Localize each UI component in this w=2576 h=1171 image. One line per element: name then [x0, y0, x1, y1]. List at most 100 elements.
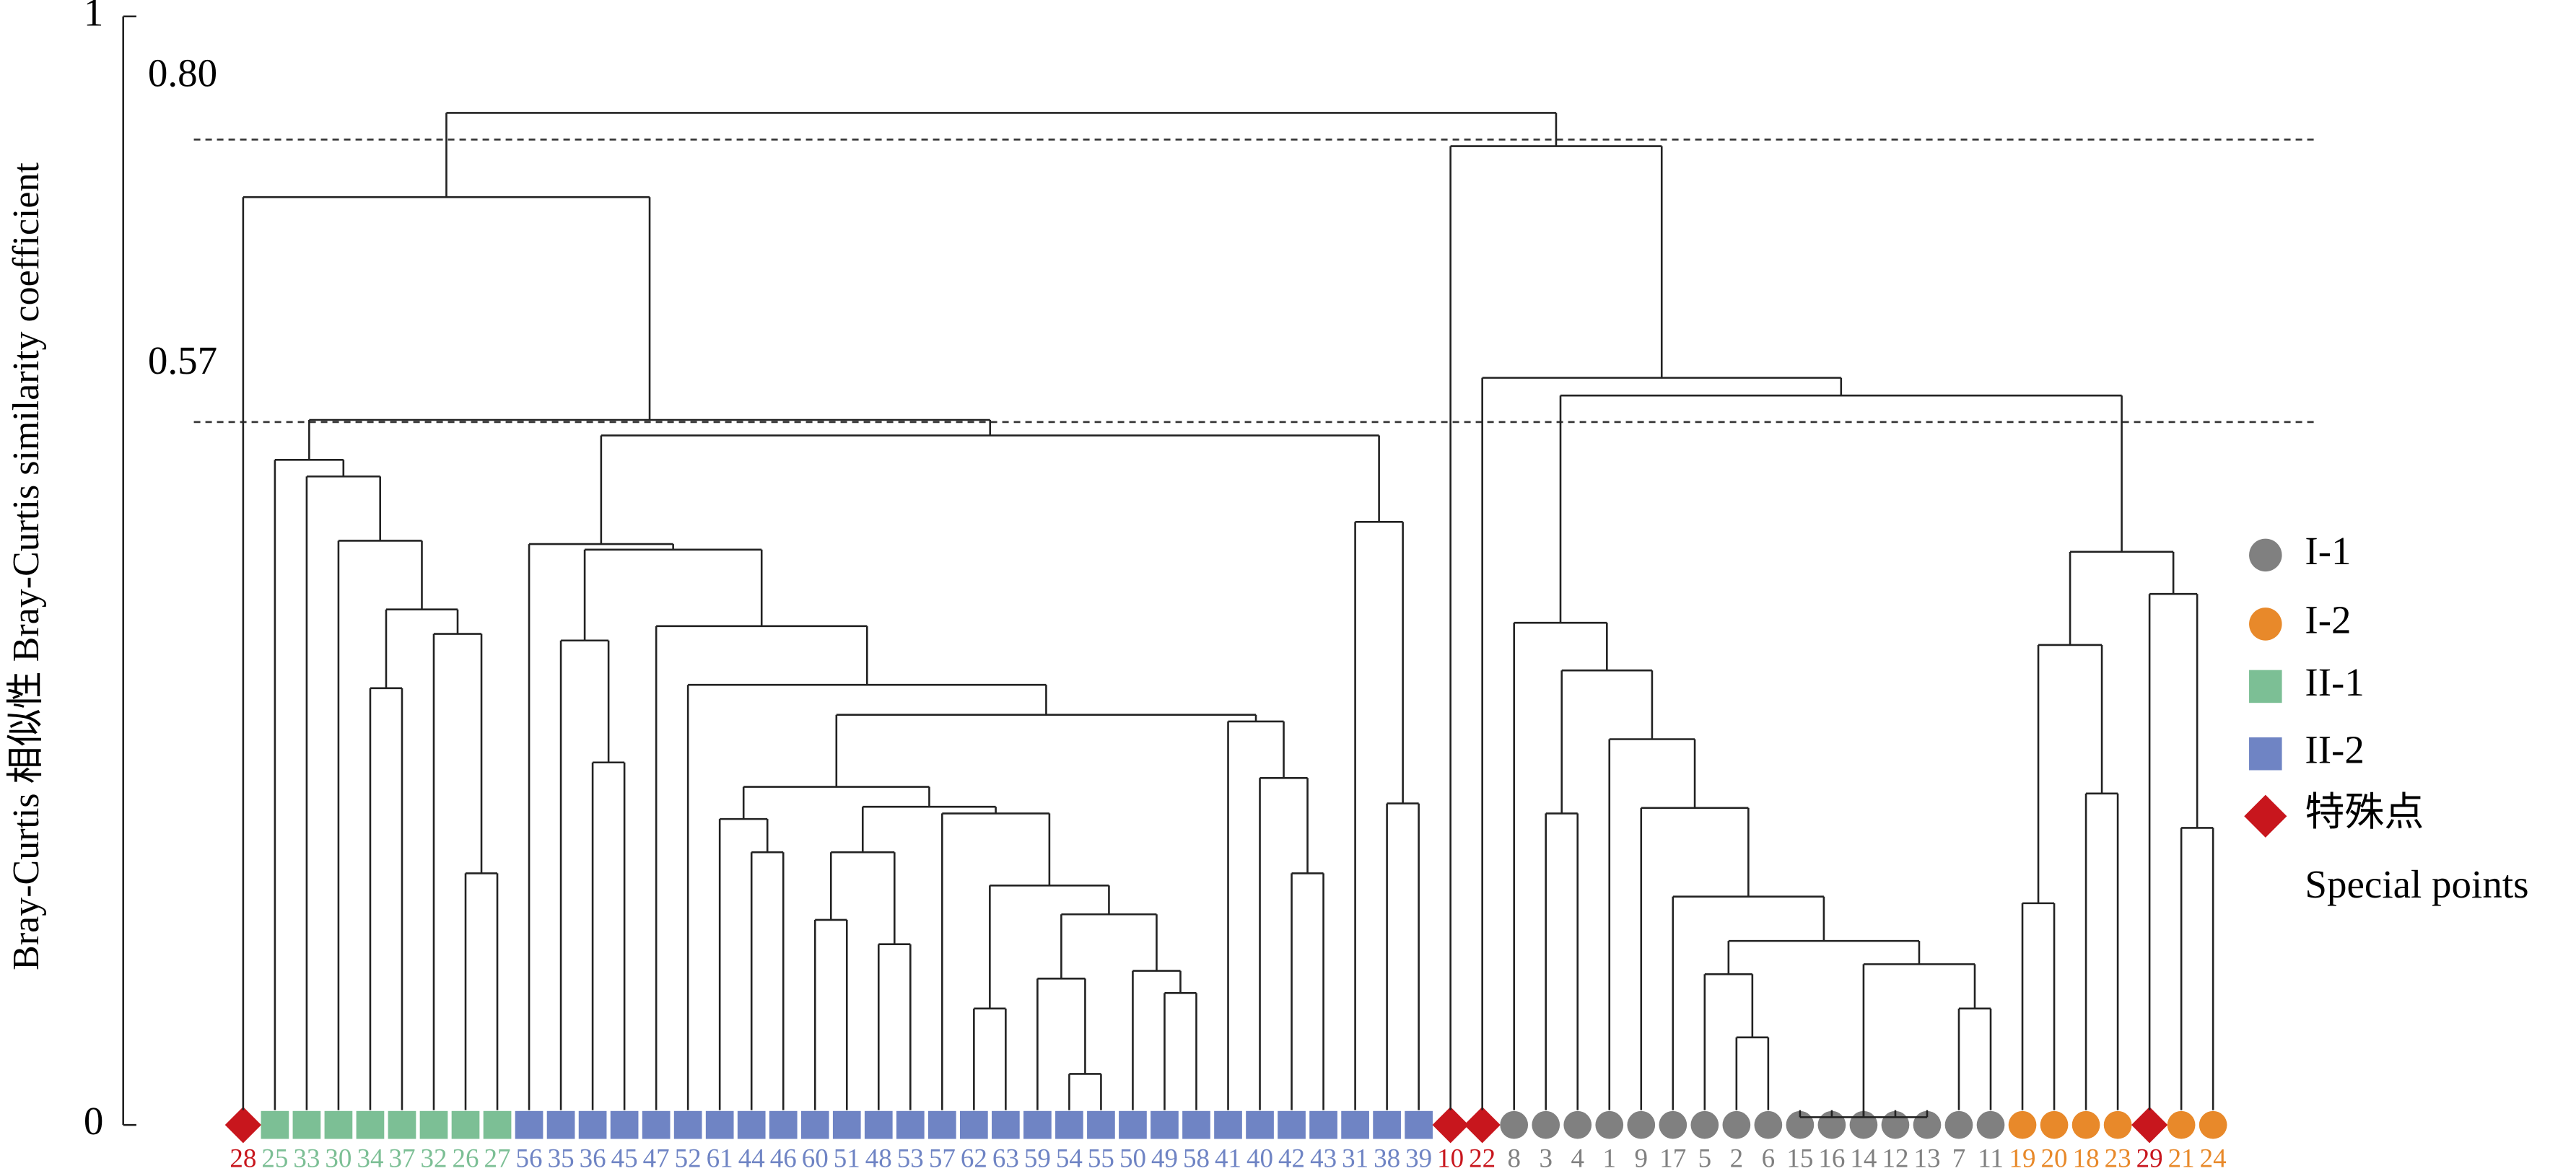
leaf-marker — [800, 1110, 829, 1139]
legend-label: I-1 — [2305, 529, 2351, 573]
leaf-label: 23 — [2105, 1144, 2131, 1171]
legend-label: II-1 — [2305, 660, 2364, 704]
leaf-marker — [483, 1110, 512, 1139]
leaf-label: 60 — [802, 1144, 829, 1171]
leaf-label: 2 — [1730, 1144, 1744, 1171]
leaf-marker — [864, 1110, 893, 1139]
leaf-label: 50 — [1119, 1144, 1146, 1171]
y-axis-title: Bray-Curtis 相似性 Bray-Curtis similarity c… — [6, 162, 47, 970]
leaf-label: 20 — [2041, 1144, 2068, 1171]
leaf-marker — [546, 1110, 575, 1139]
leaf-marker — [1432, 1107, 1469, 1144]
leaf-label: 4 — [1571, 1144, 1584, 1171]
leaf-marker — [2008, 1110, 2037, 1139]
leaf-label: 54 — [1056, 1144, 1083, 1171]
leaf-marker — [1309, 1110, 1337, 1139]
leaf-marker — [1500, 1110, 1529, 1139]
leaf-label: 10 — [1437, 1144, 1464, 1171]
leaf-marker — [1627, 1110, 1656, 1139]
leaf-label: 46 — [770, 1144, 797, 1171]
leaf-label: 63 — [992, 1144, 1019, 1171]
leaf-marker — [261, 1110, 289, 1139]
leaf-label: 33 — [293, 1144, 320, 1171]
leaf-label: 32 — [420, 1144, 447, 1171]
leaf-label: 53 — [897, 1144, 924, 1171]
leaf-label: 12 — [1882, 1144, 1908, 1171]
legend-label: II-2 — [2305, 727, 2364, 771]
leaf-marker — [1119, 1110, 1147, 1139]
leaf-marker — [896, 1110, 925, 1139]
leaf-label: 52 — [675, 1144, 702, 1171]
leaf-marker — [2071, 1110, 2100, 1139]
leaf-label: 22 — [1469, 1144, 1496, 1171]
leaf-label: 61 — [707, 1144, 733, 1171]
leaf-label: 8 — [1507, 1144, 1521, 1171]
legend-marker — [2244, 794, 2287, 838]
leaf-label: 58 — [1183, 1144, 1210, 1171]
leaf-marker — [356, 1110, 385, 1139]
leaf-marker — [1532, 1110, 1560, 1139]
leaf-label: 36 — [580, 1144, 606, 1171]
leaf-label: 28 — [230, 1144, 256, 1171]
threshold-label: 0.80 — [148, 51, 217, 95]
leaf-label: 48 — [865, 1144, 892, 1171]
legend-label: 特殊点 — [2305, 790, 2424, 834]
leaf-label: 11 — [1978, 1144, 2004, 1171]
threshold-label: 0.57 — [148, 338, 217, 382]
leaf-marker — [1722, 1110, 1751, 1139]
leaf-marker — [1246, 1110, 1274, 1139]
leaf-label: 57 — [929, 1144, 956, 1171]
leaf-marker — [1087, 1110, 1115, 1139]
leaf-marker — [419, 1110, 448, 1139]
leaf-label: 7 — [1952, 1144, 1966, 1171]
leaf-marker — [673, 1110, 702, 1139]
y-tick-label: 1 — [84, 0, 104, 34]
legend-marker — [2249, 670, 2282, 703]
legend-sublabel: Special points — [2305, 862, 2528, 906]
leaf-marker — [737, 1110, 766, 1139]
leaf-marker — [1595, 1110, 1624, 1139]
leaf-marker — [1976, 1110, 2005, 1139]
leaf-label: 27 — [484, 1144, 511, 1171]
leaf-label: 38 — [1374, 1144, 1400, 1171]
legend-label: I-2 — [2305, 598, 2351, 642]
y-tick-label: 0 — [84, 1099, 104, 1143]
leaf-marker — [705, 1110, 734, 1139]
leaf-marker — [515, 1110, 543, 1139]
leaf-marker — [1182, 1110, 1210, 1139]
leaf-label: 6 — [1762, 1144, 1776, 1171]
leaf-label: 19 — [2009, 1144, 2036, 1171]
legend-marker — [2249, 608, 2282, 641]
leaf-marker — [1690, 1110, 1719, 1139]
leaf-marker — [292, 1110, 321, 1139]
leaf-marker — [927, 1110, 956, 1139]
leaf-label: 51 — [834, 1144, 860, 1171]
leaf-label: 56 — [516, 1144, 543, 1171]
leaf-marker — [642, 1110, 671, 1139]
legend-marker — [2249, 737, 2282, 771]
leaf-label: 17 — [1659, 1144, 1686, 1171]
leaf-marker — [1373, 1110, 1401, 1139]
leaf-marker — [2199, 1110, 2227, 1139]
leaf-label: 42 — [1278, 1144, 1305, 1171]
leaf-label: 13 — [1913, 1144, 1940, 1171]
leaf-marker — [610, 1110, 639, 1139]
leaf-label: 5 — [1698, 1144, 1712, 1171]
leaf-label: 14 — [1850, 1144, 1877, 1171]
leaf-label: 30 — [325, 1144, 352, 1171]
leaf-marker — [832, 1110, 861, 1139]
leaf-label: 55 — [1088, 1144, 1114, 1171]
leaf-marker — [769, 1110, 798, 1139]
leaf-label: 59 — [1024, 1144, 1051, 1171]
leaf-marker — [992, 1110, 1020, 1139]
leaf-marker — [451, 1110, 480, 1139]
leaf-marker — [224, 1107, 262, 1144]
leaf-marker — [388, 1110, 416, 1139]
leaf-label: 39 — [1405, 1144, 1432, 1171]
leaf-label: 34 — [357, 1144, 383, 1171]
leaf-label: 62 — [961, 1144, 987, 1171]
leaf-label: 47 — [643, 1144, 670, 1171]
leaf-marker — [1214, 1110, 1242, 1139]
leaf-marker — [2040, 1110, 2069, 1139]
leaf-marker — [2131, 1107, 2168, 1144]
